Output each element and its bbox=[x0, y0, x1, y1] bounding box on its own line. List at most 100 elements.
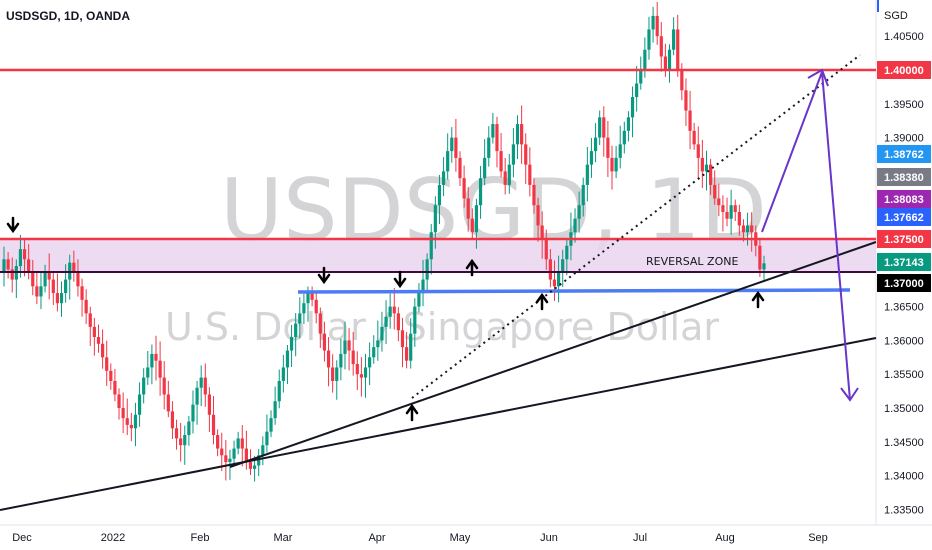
candle-body bbox=[92, 326, 96, 338]
candle-body bbox=[758, 245, 762, 270]
reversal-zone-label: REVERSAL ZONE bbox=[646, 255, 738, 268]
candle-body bbox=[421, 279, 425, 294]
candle-body bbox=[355, 364, 359, 375]
candle-body bbox=[717, 198, 721, 206]
candle-body bbox=[417, 293, 421, 307]
candle-body bbox=[651, 15, 655, 30]
x-tick-label: May bbox=[450, 532, 471, 544]
candle-body bbox=[581, 184, 585, 206]
candle-body bbox=[125, 418, 129, 425]
candle-body bbox=[404, 347, 409, 361]
price-tag-label: 1.38762 bbox=[884, 149, 924, 161]
candle-body bbox=[425, 259, 429, 280]
candle-body bbox=[31, 272, 35, 287]
trendline-dotted[interactable] bbox=[411, 54, 861, 399]
candle-body bbox=[437, 184, 442, 206]
trendline-long[interactable] bbox=[0, 337, 877, 511]
candle-body bbox=[273, 401, 277, 419]
candle-body bbox=[495, 124, 499, 152]
candle-body bbox=[289, 337, 294, 351]
candle-body bbox=[121, 408, 125, 419]
candle-body bbox=[552, 279, 557, 287]
candle-body bbox=[639, 70, 643, 84]
candle-body bbox=[113, 380, 117, 395]
candle-body bbox=[622, 130, 626, 145]
candle-body bbox=[630, 97, 635, 118]
candle-body bbox=[684, 90, 688, 111]
support-line-blue[interactable] bbox=[297, 288, 851, 294]
candle-body bbox=[187, 421, 191, 436]
y-tick-label: 1.36500 bbox=[884, 302, 924, 314]
candle-body bbox=[737, 211, 741, 226]
candle-body bbox=[109, 370, 113, 381]
candle-body bbox=[655, 15, 659, 37]
candle-body bbox=[610, 157, 614, 172]
candle-body bbox=[150, 353, 154, 368]
candle-body bbox=[499, 151, 503, 172]
y-tick-label: 1.35000 bbox=[884, 403, 924, 415]
candle-body bbox=[511, 144, 516, 165]
y-tick-label: 1.39500 bbox=[884, 99, 924, 111]
candle-body bbox=[22, 249, 27, 260]
candle-body bbox=[643, 49, 647, 70]
candle-body bbox=[195, 387, 199, 405]
up-arrow-4 bbox=[751, 290, 765, 309]
y-tick-label: 1.34500 bbox=[884, 437, 924, 449]
y-tick-label: 1.40500 bbox=[884, 31, 924, 43]
x-tick-label: Mar bbox=[274, 532, 293, 544]
chart-title: USDSGD, 1D, OANDA bbox=[6, 9, 130, 23]
x-tick-label: Dec bbox=[12, 532, 32, 544]
candle-body bbox=[314, 299, 318, 314]
candle-body bbox=[667, 49, 672, 70]
candle-body bbox=[133, 414, 138, 429]
candle-body bbox=[532, 184, 536, 206]
candle-body bbox=[520, 124, 524, 145]
candle-body bbox=[750, 225, 754, 233]
candle-body bbox=[18, 249, 23, 267]
candle-body bbox=[351, 350, 355, 365]
candle-body bbox=[207, 394, 212, 415]
candle-body bbox=[6, 259, 10, 270]
watermark-description: U.S. Dollar / Singapore Dollar bbox=[165, 305, 719, 349]
time-axis[interactable]: Dec 2022 Feb Mar Apr May Jun Jul Aug Sep bbox=[12, 532, 828, 544]
candle-body bbox=[80, 286, 84, 300]
candle-body bbox=[137, 394, 142, 415]
candle-body bbox=[466, 198, 470, 219]
candle-body bbox=[388, 306, 392, 317]
trendline-rising[interactable] bbox=[229, 241, 877, 468]
candle-body bbox=[339, 353, 343, 368]
candle-body bbox=[450, 137, 454, 152]
projection-arrowhead-up bbox=[807, 68, 829, 87]
candle-body bbox=[458, 157, 462, 179]
candle-body bbox=[199, 377, 203, 388]
candle-body bbox=[220, 448, 224, 456]
candle-body bbox=[51, 279, 55, 294]
y-tick-label: 1.35500 bbox=[884, 369, 924, 381]
candle-body bbox=[433, 205, 437, 233]
y-tick-label: 1.39000 bbox=[884, 133, 924, 145]
candle-body bbox=[154, 353, 158, 361]
candle-body bbox=[298, 313, 302, 324]
candle-body bbox=[585, 164, 589, 185]
candle-body bbox=[359, 374, 364, 378]
candle-body bbox=[191, 404, 195, 422]
candle-body bbox=[183, 435, 187, 446]
candle-body bbox=[680, 70, 684, 91]
candle-body bbox=[400, 330, 405, 348]
candle-body bbox=[663, 56, 668, 70]
down-arrow-3 bbox=[393, 270, 407, 289]
candle-body bbox=[129, 424, 133, 429]
candle-body bbox=[203, 377, 207, 395]
x-tick-label: Aug bbox=[715, 532, 735, 544]
candle-body bbox=[100, 343, 105, 358]
candle-body bbox=[713, 184, 717, 199]
y-tick-label: 1.36000 bbox=[884, 335, 924, 347]
candle-body bbox=[142, 377, 146, 395]
candle-body bbox=[602, 117, 606, 138]
candle-body bbox=[544, 239, 548, 260]
candle-body bbox=[372, 347, 376, 358]
price-axis[interactable]: SGD 1.40500 1.39500 1.39000 1.36500 1.36000 1… bbox=[884, 10, 924, 516]
candle-body bbox=[170, 411, 175, 429]
